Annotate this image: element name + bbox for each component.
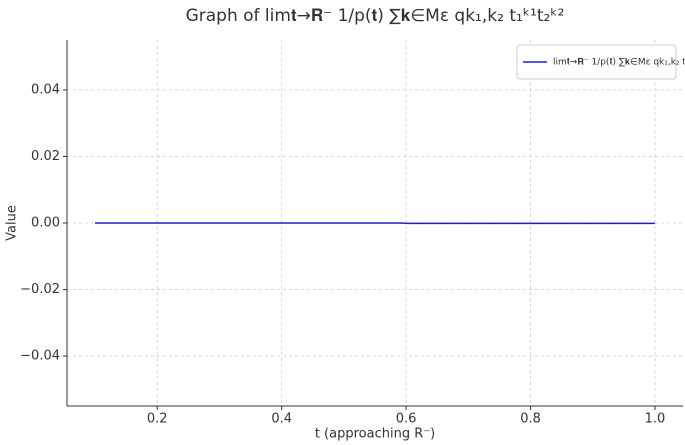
y-tick-label: −0.02 — [20, 282, 60, 297]
y-axis-label: Value — [5, 205, 20, 241]
x-tick-label: 0.6 — [396, 412, 417, 427]
chart-title: Graph of lim𝐭→𝐑⁻ 1/p(𝐭) ∑𝐤∈Mε qk₁,k₂ t₁ᵏ… — [186, 6, 565, 26]
x-tick-label: 1.0 — [645, 412, 666, 427]
x-axis-label: t (approaching R⁻) — [315, 427, 435, 442]
y-tick-label: −0.04 — [20, 349, 60, 364]
x-tick-label: 0.2 — [147, 412, 168, 427]
legend-box — [516, 44, 677, 80]
legend-label: lim𝐭→𝐑⁻ 1/p(𝐭) ∑𝐤∈Mε qk₁,k₂ t₁ᵏ¹t₂ᵏ² — [553, 58, 685, 68]
x-tick-label: 0.4 — [271, 412, 292, 427]
y-tick-label: 0.04 — [31, 82, 60, 97]
x-tick-label: 0.8 — [520, 412, 541, 427]
y-tick-label: 0.02 — [31, 149, 60, 164]
y-tick-label: 0.00 — [31, 216, 60, 231]
